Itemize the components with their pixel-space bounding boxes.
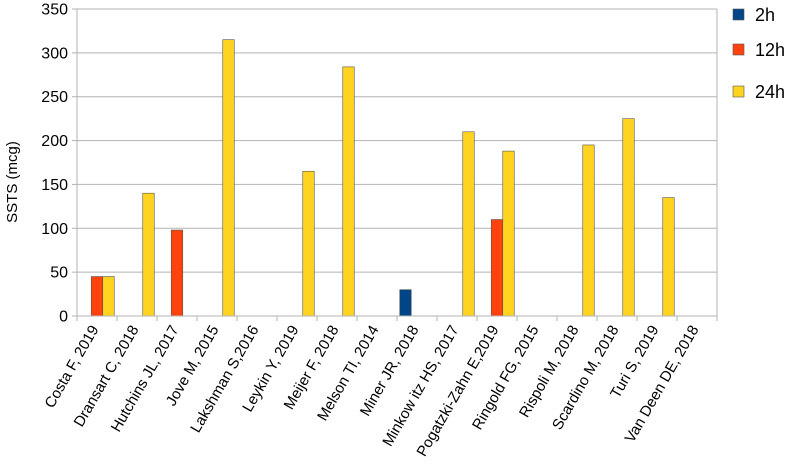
bar-24h-14 [662,197,675,317]
legend-swatch-12h [732,43,745,56]
legend-label-12h: 12h [755,40,785,60]
legend-label-24h: 24h [755,82,785,102]
y-tick-label: 150 [41,177,68,194]
bar-24h-0 [102,276,115,317]
bar-24h-9 [462,131,475,317]
y-tick-label: 300 [41,45,68,62]
bar-2h-8 [399,289,412,317]
bars [90,39,675,317]
bar-12h-2 [170,229,184,317]
y-tick-label: 50 [50,265,68,282]
y-tick-labels: 0 50 100 150 200 250 300 350 [41,2,68,326]
x-tick-label: Van Deen DE, 2018 [622,323,703,446]
legend-swatch-2h [732,8,745,21]
bar-24h-6 [342,66,355,317]
legend: 2h 12h 24h [732,5,785,102]
bar-12h-10 [490,219,504,317]
bar-12h-0 [90,276,104,317]
y-tick-label: 100 [41,221,68,238]
gridlines [77,8,717,317]
bar-24h-1 [142,192,155,317]
y-tick-label: 200 [41,133,68,150]
y-tick-label: 250 [41,89,68,106]
bar-24h-13 [622,118,635,317]
bar-24h-12 [582,144,595,317]
legend-label-2h: 2h [755,5,775,25]
bar-24h-5 [302,170,315,317]
axes [72,8,718,321]
bar-24h-10 [502,150,515,317]
y-tick-label: 350 [41,2,68,19]
bar-24h-3 [222,39,235,317]
y-tick-label: 0 [59,309,68,326]
y-axis-label: SSTS (mcg) [4,141,21,223]
legend-swatch-24h [732,85,745,98]
